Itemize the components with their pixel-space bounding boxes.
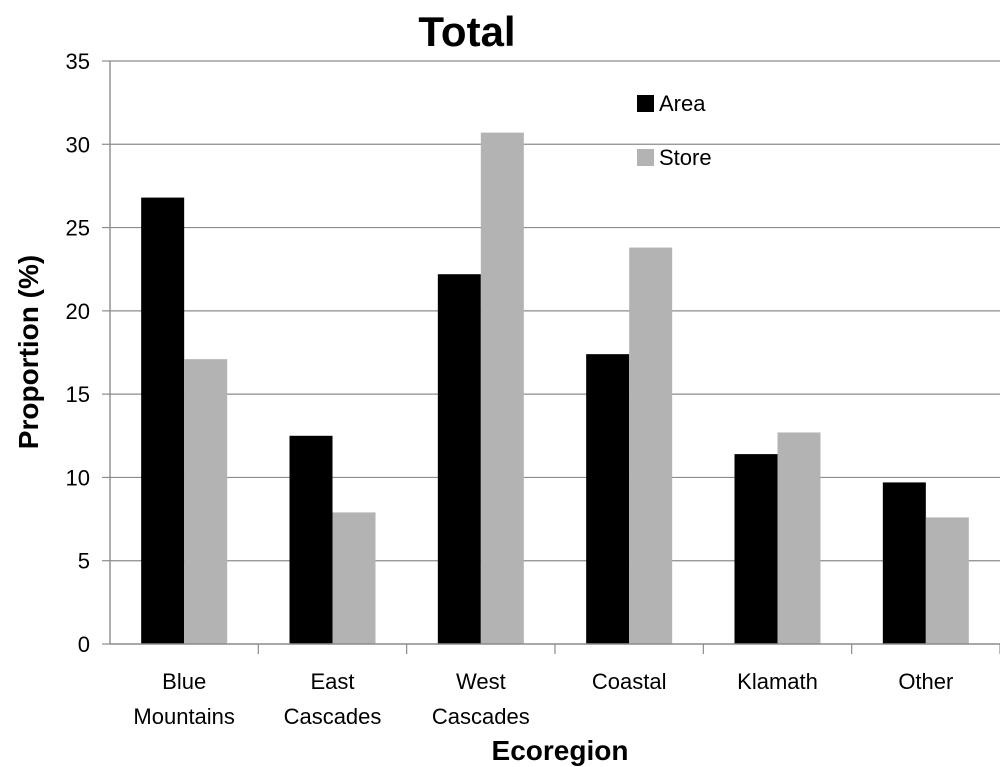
legend-label-area: Area <box>659 91 706 116</box>
legend-swatch-area <box>637 95 654 112</box>
x-category-label: West Cascades <box>432 669 530 729</box>
x-category-labels: Blue Mountains East Cascades West Cascades Coa… <box>133 669 953 729</box>
x-category-label: Klamath <box>737 669 818 694</box>
x-axis-title: Ecoregion <box>492 735 629 766</box>
bar-area <box>141 197 185 645</box>
y-tick-label: 15 <box>66 382 90 407</box>
y-tick-label: 5 <box>78 549 90 574</box>
bar-store <box>332 512 376 644</box>
bar-store <box>925 517 969 644</box>
y-tick-label: 25 <box>66 216 90 241</box>
y-tick-label: 30 <box>66 132 90 157</box>
axes <box>102 60 1000 654</box>
y-tick-label: 35 <box>66 49 90 74</box>
bar-area <box>882 482 926 644</box>
x-category-label: East Cascades <box>284 669 382 729</box>
y-tick-labels: 0 5 10 15 20 25 30 35 <box>66 49 90 657</box>
bar-store <box>184 359 228 644</box>
chart-title: Total <box>418 8 515 55</box>
x-category-label: Blue Mountains <box>133 669 235 729</box>
x-category-label: Other <box>898 669 953 694</box>
bar-area <box>437 274 481 644</box>
bar-area <box>586 354 630 644</box>
legend-label-store: Store <box>659 145 712 170</box>
y-axis-title: Proportion (%) <box>13 255 44 449</box>
bar-area <box>734 454 778 644</box>
x-category-label: Coastal <box>592 669 667 694</box>
bar-area <box>289 435 333 644</box>
legend-swatch-store <box>637 149 654 166</box>
legend: Area Store <box>637 91 712 170</box>
gridlines <box>110 60 1000 562</box>
y-tick-label: 10 <box>66 465 90 490</box>
bar-store <box>480 132 524 644</box>
bar-store <box>629 247 673 644</box>
y-tick-label: 0 <box>78 632 90 657</box>
bar-store <box>777 432 821 644</box>
bars <box>141 132 969 645</box>
y-tick-label: 20 <box>66 299 90 324</box>
